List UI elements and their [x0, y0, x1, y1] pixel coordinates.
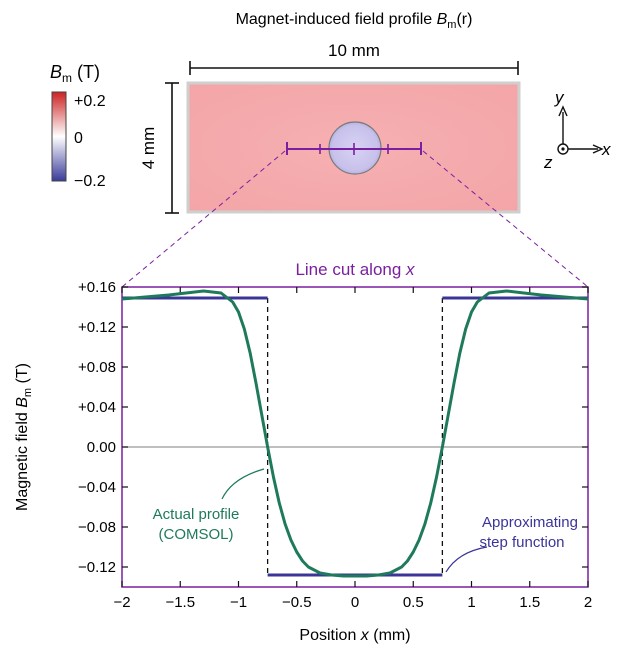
- actual-profile-label-line1: Actual profile: [153, 506, 240, 523]
- x-axis-ticks: −2 −1.5 −1 −0.5 0 0.5 1 1.5 2: [113, 287, 592, 611]
- step-function-leader: [445, 546, 488, 573]
- x-tick-label: 1.5: [519, 594, 540, 611]
- x-tick-label: −2: [113, 594, 130, 611]
- x-tick-label: 0: [351, 594, 359, 611]
- colorbar: Bm (T) +0.2 0 −0.2: [50, 62, 106, 190]
- line-cut-marker: [286, 142, 422, 155]
- magnet-bar: [186, 81, 521, 214]
- legend-actual-profile: Actual profile (COMSOL): [153, 468, 265, 543]
- boundary-lines: [266, 298, 444, 575]
- actual-profile-line: [121, 289, 589, 578]
- width-label: 10 mm: [328, 41, 380, 60]
- width-dimension: 10 mm: [189, 41, 519, 75]
- top-panel-title: Magnet-induced field profile Bm(r): [236, 11, 473, 31]
- x-tick-label: −1: [230, 594, 247, 611]
- actual-profile-leader: [221, 468, 265, 500]
- chart-title: Line cut along x: [295, 260, 415, 279]
- step-function-label-line2: step function: [479, 534, 564, 551]
- axis-z-label: z: [543, 153, 553, 172]
- x-tick-label: 0.5: [403, 594, 424, 611]
- step-function-label-line1: Approximating: [482, 514, 578, 531]
- axis-x-label: x: [601, 140, 611, 159]
- x-tick-label: 2: [584, 594, 592, 611]
- y-axis-title: Magnetic field Bm (T): [14, 363, 34, 511]
- legend-step-function: Approximating step function: [445, 514, 578, 573]
- y-tick-label: −0.08: [78, 519, 116, 536]
- x-axis-title: Position x (mm): [299, 627, 410, 644]
- height-dimension: 4 mm: [139, 82, 179, 214]
- y-axis-ticks: +0.16 +0.12 +0.08 +0.04 0.00 −0.04 −0.08 −0.12: [78, 279, 588, 576]
- colorbar-scale: [51, 91, 67, 182]
- x-tick-label: 1: [467, 594, 475, 611]
- colorbar-label: Bm (T): [50, 62, 100, 85]
- y-tick-label: +0.16: [78, 279, 116, 296]
- height-label: 4 mm: [139, 127, 158, 170]
- y-tick-label: +0.12: [78, 319, 116, 336]
- y-tick-label: +0.08: [78, 359, 116, 376]
- coordinate-axes: y x z: [543, 88, 611, 172]
- top-panel: Magnet-induced field profile Bm(r) 10 mm…: [50, 11, 611, 288]
- colorbar-tick-mid: 0: [74, 130, 83, 147]
- y-tick-label: 0.00: [87, 439, 116, 456]
- x-tick-label: −1.5: [165, 594, 195, 611]
- colorbar-tick-bottom: −0.2: [74, 173, 106, 190]
- y-tick-label: −0.12: [78, 559, 116, 576]
- colorbar-tick-top: +0.2: [74, 93, 106, 110]
- axis-y-label: y: [554, 88, 565, 107]
- y-tick-label: −0.04: [78, 479, 116, 496]
- actual-profile-label-line2: (COMSOL): [159, 526, 234, 543]
- series-layer: [121, 289, 589, 578]
- y-tick-label: +0.04: [78, 399, 116, 416]
- x-tick-label: −0.5: [282, 594, 312, 611]
- line-chart: Line cut along x +0.16 +0.12 +0.08 +0.04 0.0…: [14, 260, 592, 644]
